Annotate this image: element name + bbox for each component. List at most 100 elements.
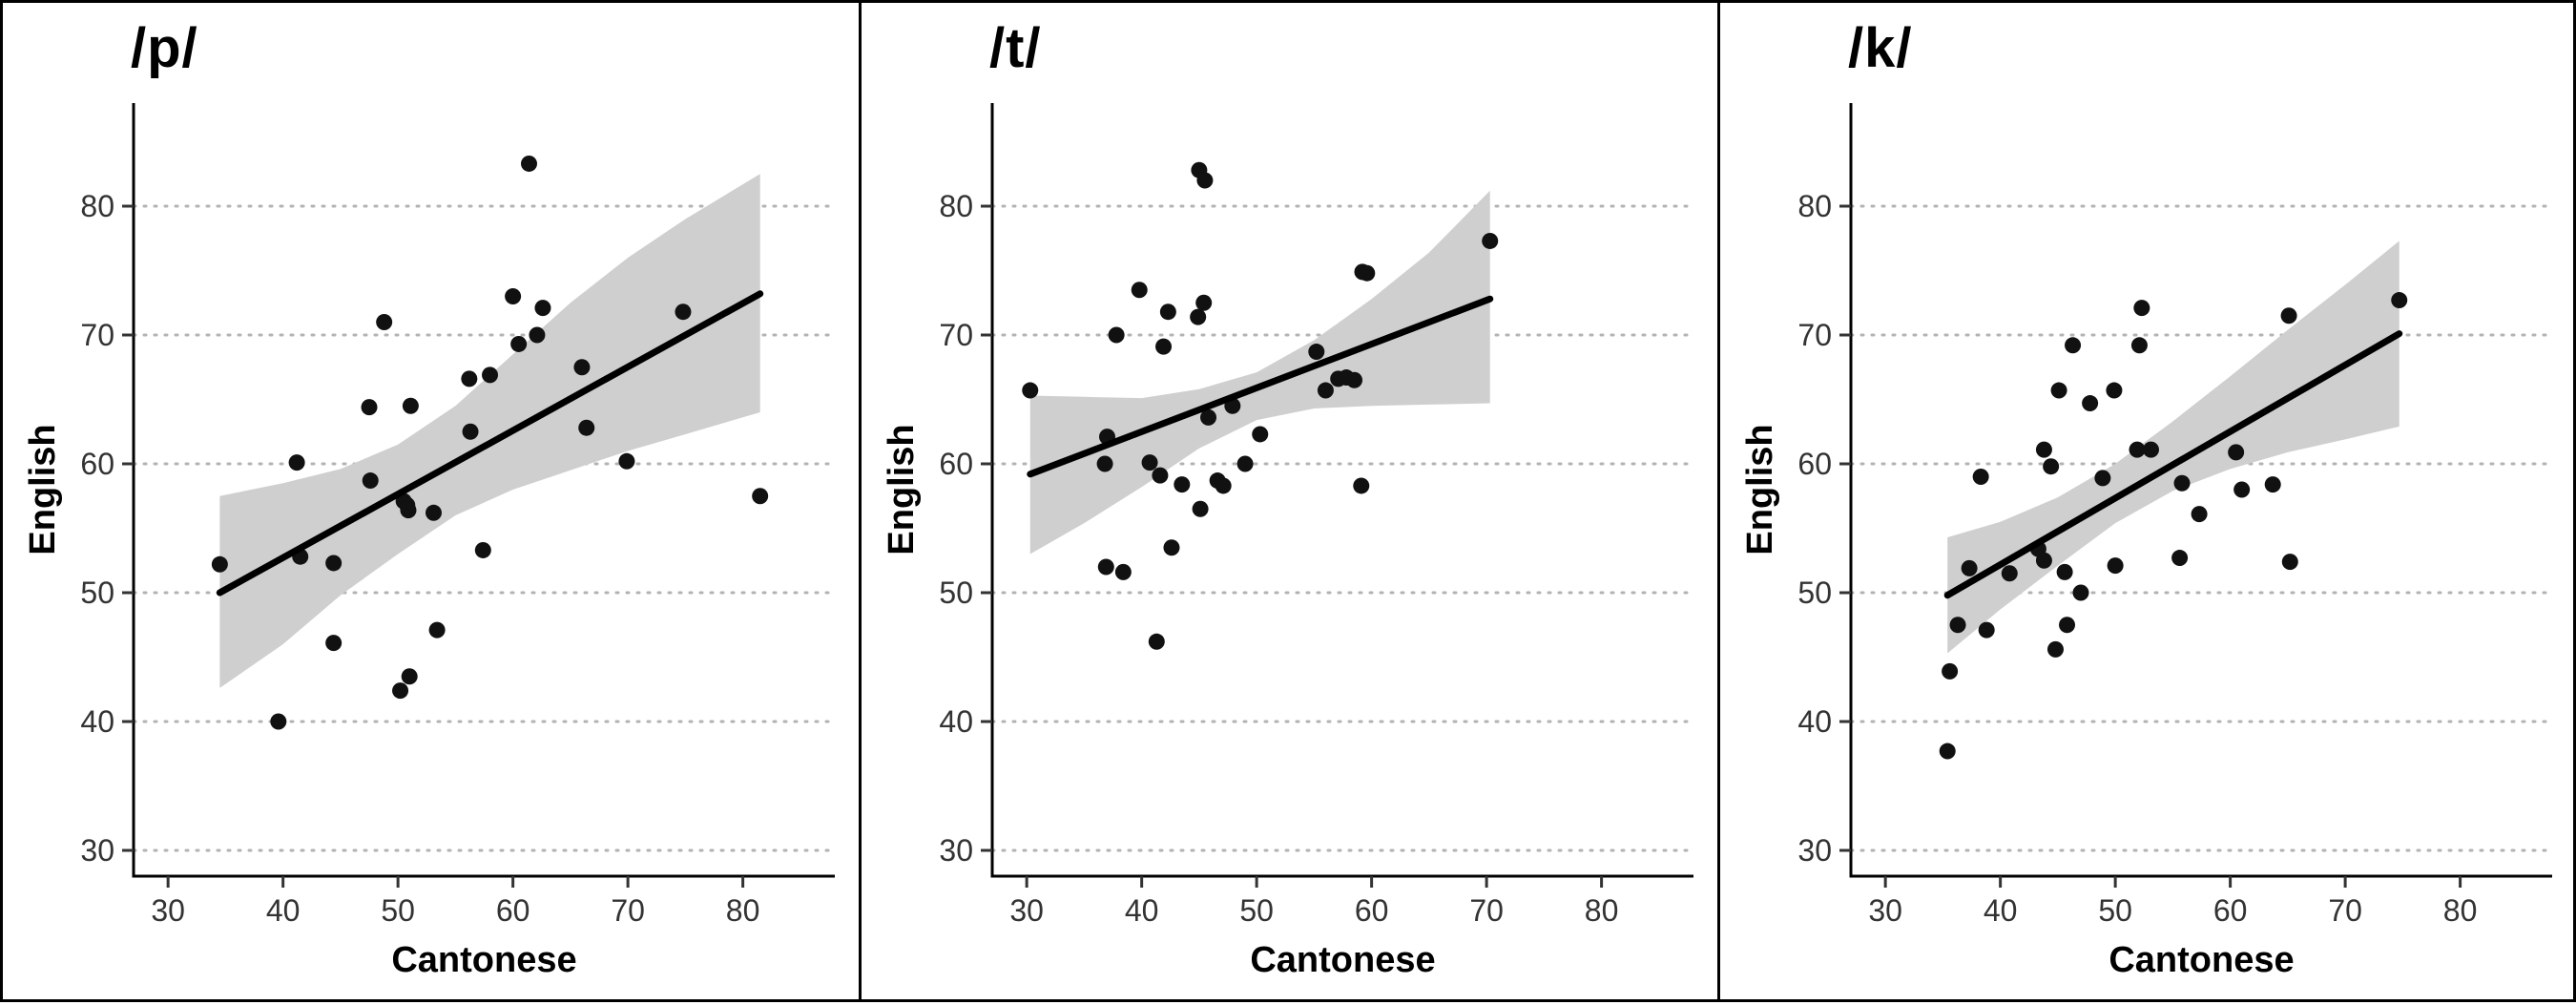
data-point <box>1215 477 1232 494</box>
data-point <box>1200 408 1217 426</box>
data-point <box>1022 382 1039 399</box>
data-point <box>2228 444 2245 461</box>
data-point <box>2072 584 2089 601</box>
x-tick-label: 30 <box>1868 893 1902 928</box>
data-point <box>675 304 692 321</box>
data-point <box>2082 395 2099 412</box>
data-point <box>1359 264 1376 282</box>
x-tick-label: 70 <box>1469 893 1504 928</box>
data-point <box>362 472 379 490</box>
data-point <box>1346 371 1363 388</box>
y-tick-label: 30 <box>80 833 114 868</box>
data-point <box>2391 292 2408 309</box>
data-point <box>2173 474 2191 492</box>
data-point <box>752 488 769 505</box>
y-tick-label: 80 <box>1797 189 1832 223</box>
x-tick-label: 60 <box>2213 893 2248 928</box>
data-point <box>400 502 417 519</box>
data-point <box>573 359 591 376</box>
data-point <box>325 635 343 652</box>
data-point <box>1174 476 1191 493</box>
confidence-band <box>219 174 760 688</box>
data-point <box>1163 539 1180 556</box>
y-tick-label: 70 <box>939 318 973 352</box>
y-tick-label: 60 <box>939 447 973 481</box>
panel-title: /p/ <box>131 17 198 79</box>
data-point <box>392 682 409 700</box>
data-point <box>1252 426 1269 443</box>
y-tick-label: 70 <box>80 318 114 352</box>
x-tick-label: 80 <box>726 893 760 928</box>
x-tick-label: 60 <box>496 893 530 928</box>
data-point <box>2171 550 2189 567</box>
data-point <box>2133 300 2150 317</box>
data-point <box>211 555 228 573</box>
panel-k: /k/ 30 40 50 60 70 80 30 40 50 60 70 80 Cantonese Eng… <box>1717 0 2576 1002</box>
data-point <box>2065 337 2082 354</box>
x-tick-label: 70 <box>611 893 645 928</box>
data-point <box>1108 326 1125 344</box>
data-point <box>325 555 343 572</box>
y-tick-label: 30 <box>939 833 973 868</box>
y-axis-label: English <box>23 424 63 555</box>
y-tick-label: 80 <box>80 189 114 223</box>
y-axis-label: English <box>882 424 922 555</box>
x-tick-label: 80 <box>2443 893 2478 928</box>
data-point <box>1097 558 1114 576</box>
data-point <box>2035 552 2052 569</box>
data-point <box>2129 441 2146 458</box>
scatter-chart-k: 30 40 50 60 70 80 30 40 50 60 70 80 Cantonese English <box>1740 103 2554 980</box>
data-point <box>1141 454 1158 471</box>
data-point <box>2043 458 2060 475</box>
data-point <box>1195 294 1213 311</box>
x-tick-label: 30 <box>151 893 185 928</box>
panel-title: /t/ <box>989 17 1042 79</box>
y-tick-label: 80 <box>939 189 973 223</box>
data-point <box>510 335 528 352</box>
data-point <box>2106 382 2123 399</box>
data-point <box>1939 743 1956 760</box>
data-point <box>1949 617 1966 634</box>
data-point <box>1317 382 1334 399</box>
data-point <box>1148 633 1165 650</box>
x-tick-label: 70 <box>2328 893 2362 928</box>
data-point <box>2046 640 2064 658</box>
x-tick-label: 40 <box>266 893 301 928</box>
regression-line <box>216 290 764 597</box>
confidence-band <box>1947 241 2399 654</box>
data-point <box>2056 563 2073 580</box>
data-point <box>425 504 442 521</box>
y-tick-label: 50 <box>1797 576 1832 610</box>
data-point <box>1096 455 1113 472</box>
y-tick-label: 70 <box>1797 318 1832 352</box>
data-point <box>482 366 499 384</box>
data-point <box>2233 481 2251 498</box>
x-tick-label: 50 <box>1239 893 1274 928</box>
x-tick-label: 50 <box>2098 893 2132 928</box>
x-tick-label: 50 <box>381 893 415 928</box>
confidence-band <box>1029 190 1490 555</box>
y-tick-label: 30 <box>1797 833 1832 868</box>
data-point <box>2001 565 2018 582</box>
panel-t: /t/ 30 40 50 60 70 80 30 40 50 60 70 80 Cantonese Eng… <box>859 0 1720 1002</box>
data-point <box>2264 476 2281 493</box>
data-point <box>1114 563 1132 580</box>
data-point <box>376 314 393 330</box>
data-point <box>1155 338 1173 355</box>
data-point <box>1972 469 1989 485</box>
x-tick-label: 40 <box>1125 893 1159 928</box>
data-point <box>2050 382 2067 399</box>
x-axis-label: Cantonese <box>2109 940 2294 980</box>
data-point <box>361 399 378 416</box>
data-point <box>428 621 446 639</box>
data-point <box>2130 337 2148 354</box>
x-tick-label: 60 <box>1355 893 1389 928</box>
x-tick-label: 30 <box>1009 893 1044 928</box>
data-point <box>2281 554 2298 571</box>
y-tick-label: 60 <box>80 447 114 481</box>
data-point <box>1308 344 1325 361</box>
data-point <box>2191 506 2208 523</box>
scatter-chart-t: 30 40 50 60 70 80 30 40 50 60 70 80 Cantonese English <box>882 103 1695 980</box>
regression-line <box>1027 295 1494 478</box>
x-tick-label: 40 <box>1984 893 2018 928</box>
